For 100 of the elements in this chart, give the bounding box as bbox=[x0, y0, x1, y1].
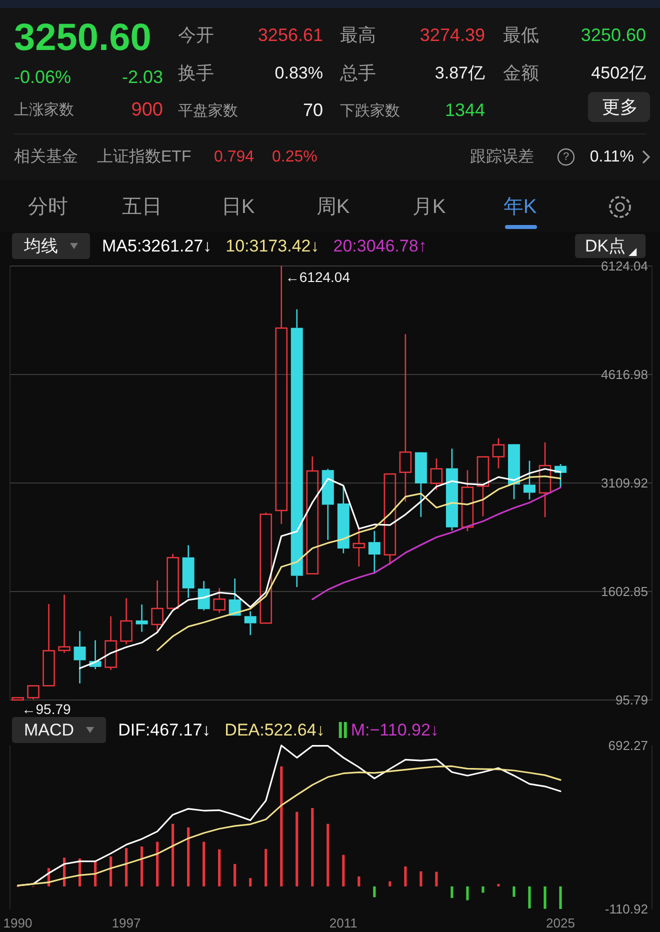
text: DEA:522.64↓ bbox=[224, 720, 325, 740]
text: 更多 bbox=[602, 97, 638, 117]
bar bbox=[109, 856, 112, 886]
bar bbox=[404, 866, 407, 886]
bar bbox=[342, 854, 345, 886]
bar bbox=[388, 881, 392, 886]
y-tick-label: 692.27 bbox=[608, 738, 648, 753]
text: 0.25% bbox=[272, 148, 318, 166]
text: 最高 bbox=[340, 25, 376, 45]
text: 0.794 bbox=[214, 148, 254, 166]
bar bbox=[125, 848, 128, 886]
text: 今开 bbox=[178, 25, 214, 45]
bar bbox=[435, 872, 438, 886]
candlestick bbox=[322, 468, 334, 541]
text: DK点 bbox=[585, 236, 626, 256]
text: 月K bbox=[412, 196, 446, 218]
bar bbox=[497, 884, 500, 886]
bar bbox=[311, 808, 314, 886]
candlestick bbox=[213, 587, 226, 614]
text: 跟踪误差 bbox=[470, 148, 534, 166]
text: DIF:467.17↓ bbox=[118, 720, 211, 740]
text: -2.03 bbox=[122, 67, 163, 87]
candlestick bbox=[352, 528, 366, 568]
y-tick-label: -110.92 bbox=[604, 902, 648, 916]
candlestick bbox=[58, 594, 70, 654]
text: 年K bbox=[503, 196, 538, 218]
bar bbox=[218, 849, 221, 886]
text: 3256.61 bbox=[258, 25, 323, 45]
candlestick bbox=[290, 308, 303, 588]
line-series bbox=[312, 486, 562, 600]
y-tick-label: 95.79 bbox=[615, 692, 648, 708]
bar bbox=[249, 878, 252, 886]
bar bbox=[528, 886, 531, 908]
legend: 均线 MA5:3261.27↓ 10:3173.42↓ 20:3046.78↑ bbox=[12, 233, 427, 259]
text: 4502亿 bbox=[591, 64, 646, 82]
y-tick-label: 4616.98 bbox=[601, 367, 648, 382]
candlestick bbox=[182, 544, 194, 598]
candlestick bbox=[399, 333, 412, 502]
candlestick bbox=[166, 553, 179, 610]
x-tick-label: 2025 bbox=[546, 916, 575, 930]
text: ? bbox=[562, 151, 570, 163]
text: -0.06% bbox=[14, 67, 72, 87]
candlestick bbox=[368, 530, 380, 574]
text: 3250.60 bbox=[14, 17, 152, 59]
text: 上涨家数 bbox=[14, 102, 74, 118]
bar bbox=[187, 827, 190, 886]
text: 3.87亿 bbox=[434, 64, 485, 82]
bar bbox=[140, 846, 144, 886]
candlestick bbox=[74, 630, 86, 684]
annotation: ←95.79 bbox=[22, 701, 71, 717]
bar bbox=[296, 812, 298, 886]
annotation: ←6124.04 bbox=[285, 269, 350, 285]
bar bbox=[420, 871, 422, 886]
text: 相关基金 bbox=[14, 148, 78, 166]
x-tick-label: 2011 bbox=[329, 916, 358, 930]
bar bbox=[234, 864, 236, 886]
bar bbox=[544, 886, 546, 909]
legend-label: M:−110.92↓ bbox=[350, 720, 439, 740]
text: 日K bbox=[221, 196, 256, 218]
text: 换手 bbox=[178, 63, 214, 83]
bar bbox=[326, 824, 330, 886]
text: 70 bbox=[302, 100, 323, 120]
candlestick bbox=[414, 452, 427, 518]
x-tick-label: 1997 bbox=[112, 916, 141, 930]
y-tick-label: 3109.92 bbox=[601, 476, 648, 490]
text: 下跌家数 bbox=[340, 102, 400, 120]
bar bbox=[280, 766, 283, 886]
text: 上证指数ETF bbox=[97, 148, 192, 166]
candlestick bbox=[244, 610, 256, 636]
text: 五日 bbox=[122, 196, 162, 218]
bar bbox=[373, 886, 376, 898]
text: 900 bbox=[131, 100, 163, 120]
text: 总手 bbox=[339, 63, 376, 83]
text: 最低 bbox=[503, 25, 539, 45]
candlestick bbox=[151, 580, 164, 632]
text: 平盘家数 bbox=[178, 102, 238, 120]
bar bbox=[202, 842, 206, 886]
candlestick bbox=[198, 580, 210, 612]
legend-title: 均线 bbox=[23, 236, 58, 256]
bar bbox=[482, 886, 484, 893]
candlestick bbox=[42, 603, 55, 686]
text: 1344 bbox=[444, 100, 485, 120]
candlestick bbox=[275, 265, 288, 525]
text: 分时 bbox=[28, 196, 68, 218]
bar bbox=[156, 842, 159, 886]
bar bbox=[358, 876, 360, 886]
candlestick bbox=[120, 598, 132, 645]
text: 3274.39 bbox=[420, 25, 485, 45]
candlestick bbox=[306, 456, 319, 574]
legend-title: MACD bbox=[24, 720, 74, 740]
bar bbox=[172, 824, 174, 886]
bar bbox=[264, 848, 268, 886]
bar bbox=[450, 886, 454, 898]
candlestick bbox=[538, 442, 552, 518]
text: 周K bbox=[316, 196, 350, 218]
text: 0.11% bbox=[590, 148, 634, 166]
bar bbox=[512, 886, 516, 897]
y-tick-label: 1602.85 bbox=[601, 584, 648, 599]
text: 0.83% bbox=[274, 64, 323, 82]
candlestick bbox=[136, 604, 148, 632]
